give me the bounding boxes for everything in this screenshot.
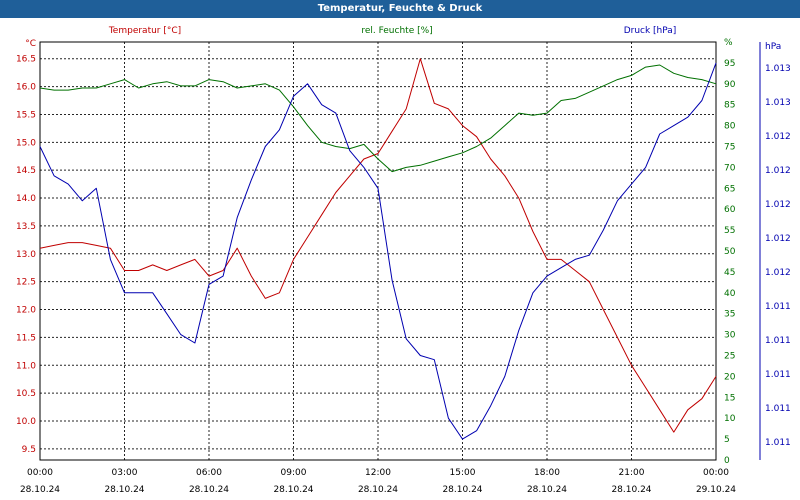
pressure-tick-label: 1.012 — [765, 200, 791, 210]
temperature-tick-label: 14.5 — [16, 166, 36, 176]
humidity-tick-label: 45 — [724, 268, 735, 278]
temperature-tick-label: 12.0 — [16, 306, 36, 316]
x-tick-date-label: 28.10.24 — [358, 485, 398, 495]
humidity-tick-label: % — [724, 38, 733, 48]
x-tick-date-label: 28.10.24 — [273, 485, 313, 495]
temperature-tick-label: 13.5 — [16, 222, 36, 232]
humidity-tick-label: 85 — [724, 101, 735, 111]
pressure-tick-label: 1.012 — [765, 166, 791, 176]
temperature-tick-label: 10.5 — [16, 389, 36, 399]
humidity-tick-label: 25 — [724, 352, 735, 362]
chart-canvas: 00:00 28.10.24 03:00 28.10.24 06:00 28.10.24 0… — [16, 26, 791, 495]
x-tick-date-label: 28.10.24 — [104, 485, 144, 495]
humidity-tick-label: 95 — [724, 59, 735, 69]
x-tick-date-label: 28.10.24 — [527, 485, 567, 495]
x-tick-time-label: 15:00 — [450, 468, 476, 478]
humidity-tick-label: 55 — [724, 226, 735, 236]
x-tick-time-label: 03:00 — [112, 468, 138, 478]
series-label-pressure: Druck [hPa] — [624, 26, 677, 36]
temperature-tick-label: 15.5 — [16, 110, 36, 120]
pressure-tick-label: 1.011 — [765, 404, 791, 414]
humidity-tick-label: 60 — [724, 205, 736, 215]
temperature-tick-label: 9.5 — [22, 445, 36, 455]
x-tick-date-label: 28.10.24 — [20, 485, 60, 495]
pressure-tick-label: 1.012 — [765, 234, 791, 244]
temperature-tick-label: 11.0 — [16, 361, 36, 371]
pressure-tick-label: 1.012 — [765, 132, 791, 142]
pressure-unit-label: hPa — [765, 42, 781, 52]
humidity-tick-label: 15 — [724, 393, 735, 403]
series-line-pressure — [39, 62, 717, 440]
humidity-tick-label: 30 — [724, 331, 736, 341]
temperature-tick-label: 11.5 — [16, 333, 36, 343]
x-tick-time-label: 00:00 — [703, 468, 729, 478]
humidity-tick-label: 20 — [724, 372, 736, 382]
humidity-tick-label: 80 — [724, 122, 736, 132]
x-tick-time-label: 12:00 — [365, 468, 391, 478]
x-tick-time-label: 18:00 — [534, 468, 560, 478]
temperature-tick-label: 12.5 — [16, 278, 36, 288]
temperature-tick-label: 16.0 — [16, 83, 36, 93]
temperature-tick-label: 13.0 — [16, 250, 36, 260]
chart-title: Temperatur, Feuchte & Druck — [0, 0, 800, 18]
x-tick-date-label: 29.10.24 — [696, 485, 736, 495]
x-tick-date-label: 28.10.24 — [189, 485, 229, 495]
series-label-humidity: rel. Feuchte [%] — [361, 26, 432, 36]
x-tick-time-label: 00:00 — [27, 468, 53, 478]
x-tick-time-label: 09:00 — [281, 468, 307, 478]
plot-border — [39, 41, 717, 461]
temperature-tick-label: 16.5 — [16, 55, 36, 65]
humidity-tick-label: 70 — [724, 163, 736, 173]
temperature-unit-label: °C — [25, 39, 36, 49]
pressure-tick-label: 1.011 — [765, 370, 791, 380]
x-tick-date-label: 28.10.24 — [611, 485, 651, 495]
pressure-tick-label: 1.011 — [765, 438, 791, 448]
humidity-tick-label: 40 — [724, 289, 736, 299]
humidity-tick-label: 0 — [724, 456, 730, 466]
temperature-tick-label: 15.0 — [16, 138, 36, 148]
pressure-tick-label: 1.012 — [765, 268, 791, 278]
humidity-tick-label: 65 — [724, 184, 735, 194]
humidity-tick-label: 10 — [724, 414, 736, 424]
series-label-temperature: Temperatur [°C] — [108, 26, 181, 36]
x-tick-time-label: 06:00 — [196, 468, 222, 478]
humidity-tick-label: 90 — [724, 80, 736, 90]
x-tick-time-label: 21:00 — [619, 468, 645, 478]
x-tick-date-label: 28.10.24 — [442, 485, 482, 495]
pressure-tick-label: 1.011 — [765, 302, 791, 312]
humidity-tick-label: 75 — [724, 143, 735, 153]
pressure-tick-label: 1.013 — [765, 64, 791, 74]
pressure-tick-label: 1.011 — [765, 336, 791, 346]
humidity-tick-label: 5 — [724, 435, 730, 445]
series-line-humidity — [39, 64, 717, 173]
pressure-tick-label: 1.013 — [765, 98, 791, 108]
temperature-tick-label: 10.0 — [16, 417, 36, 427]
humidity-tick-label: 50 — [724, 247, 736, 257]
series-line-temperature — [39, 58, 717, 433]
humidity-tick-label: 35 — [724, 310, 735, 320]
temperature-tick-label: 14.0 — [16, 194, 36, 204]
